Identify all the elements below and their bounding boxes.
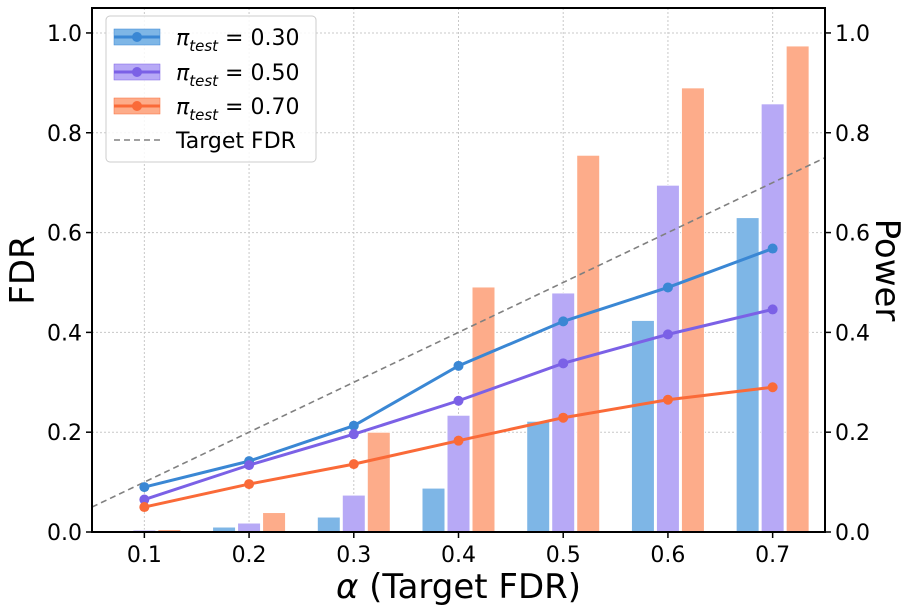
power-bar <box>551 292 576 533</box>
fdr-point <box>139 482 150 493</box>
fdr-lines <box>139 243 778 513</box>
fdr-point <box>348 459 359 470</box>
y-tick-label-right: 0.4 <box>835 321 870 346</box>
fdr-point <box>662 282 673 293</box>
x-tick-label: 0.3 <box>336 543 371 568</box>
legend-label-subscript: test <box>189 37 219 55</box>
fdr-point <box>453 360 464 371</box>
power-bar <box>237 522 262 533</box>
y-tick-label-left: 0.6 <box>47 222 82 247</box>
legend-marker <box>132 67 142 77</box>
y-tick-label-left: 1.0 <box>47 22 82 47</box>
y-tick-label-left: 0.8 <box>47 122 82 147</box>
x-tick-label: 0.5 <box>546 543 581 568</box>
legend-label-symbol: π <box>176 26 190 51</box>
legend-label-target: Target FDR <box>175 129 296 154</box>
power-bar <box>630 319 655 533</box>
power-bar <box>341 494 366 533</box>
fdr-point <box>558 358 569 369</box>
legend-label-value: = 0.70 <box>218 95 299 120</box>
fdr-point <box>139 494 150 505</box>
fdr-point <box>662 394 673 405</box>
x-axis-label-symbol: α <box>336 567 358 607</box>
power-bar <box>366 431 391 533</box>
legend-marker <box>132 101 142 111</box>
y-tick-label-left: 0.0 <box>47 521 82 546</box>
y-tick-label-right: 0.6 <box>835 222 870 247</box>
power-bar <box>785 45 810 533</box>
y-axis-label-left: FDR <box>3 235 43 304</box>
power-bar <box>735 217 760 533</box>
x-axis-label-text: (Target FDR) <box>358 567 581 607</box>
fdr-point <box>767 243 778 254</box>
power-bar <box>446 414 471 533</box>
fdr-point <box>558 316 569 327</box>
x-tick-label: 0.6 <box>650 543 685 568</box>
target-fdr-line-group <box>91 156 826 508</box>
x-tick-label: 0.2 <box>232 543 267 568</box>
legend-label-subscript: test <box>189 72 219 90</box>
y-tick-label-right: 0.0 <box>835 521 870 546</box>
y-tick-label-right: 0.8 <box>835 122 870 147</box>
fdr-point <box>662 329 673 340</box>
legend-label-symbol: π <box>176 95 190 120</box>
y-axis-label-right: Power <box>867 219 907 322</box>
x-tick-label: 0.4 <box>441 543 476 568</box>
power-bar <box>760 103 785 533</box>
legend-label: πtest = 0.70 <box>176 95 299 124</box>
y-tick-label-right: 0.2 <box>835 421 870 446</box>
axis-ticks: 0.0 0.0 0.2 0.2 0.4 0.4 0.6 0.6 0.8 0.8 1.0 1.0 0.1 0… <box>47 22 870 568</box>
fdr-point <box>767 382 778 393</box>
fdr-point <box>767 304 778 315</box>
x-axis-label: α (Target FDR) <box>336 567 581 607</box>
power-bar <box>680 87 705 533</box>
legend-label: πtest = 0.50 <box>176 61 299 90</box>
fdr-point <box>453 395 464 406</box>
legend-box <box>105 15 317 163</box>
legend-label: πtest = 0.30 <box>176 26 299 55</box>
power-bar <box>316 516 341 533</box>
fdr-point <box>139 502 150 513</box>
power-bar <box>526 420 551 533</box>
fdr-point <box>348 429 359 440</box>
fdr-point <box>244 479 255 490</box>
legend-label-value: = 0.30 <box>218 26 299 51</box>
legend-label-symbol: π <box>176 61 190 86</box>
power-bar <box>576 154 601 533</box>
legend-label-value: = 0.50 <box>218 61 299 86</box>
x-tick-label: 0.7 <box>755 543 790 568</box>
target-fdr-line <box>91 156 826 508</box>
fdr-point <box>348 420 359 431</box>
power-bar <box>262 512 287 533</box>
x-tick-label: 0.1 <box>127 543 162 568</box>
power-bar <box>655 184 680 533</box>
fdr-point <box>558 412 569 423</box>
y-tick-label-left: 0.4 <box>47 321 82 346</box>
legend-marker <box>132 32 142 42</box>
y-tick-label-right: 1.0 <box>835 22 870 47</box>
power-bar <box>421 487 446 533</box>
fdr-point <box>244 460 255 471</box>
legend-label-subscript: test <box>189 106 219 124</box>
y-tick-label-left: 0.2 <box>47 421 82 446</box>
fdr-point <box>453 435 464 446</box>
